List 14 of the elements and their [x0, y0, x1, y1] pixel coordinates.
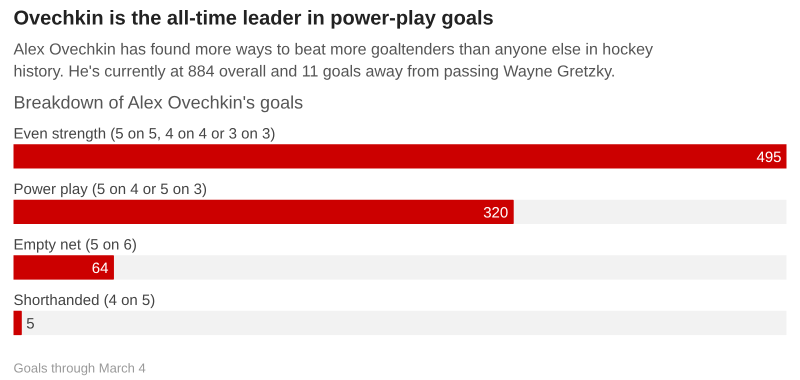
chart-title: Ovechkin is the all-time leader in power-play goals — [14, 8, 494, 30]
data-label: 320 — [483, 204, 508, 222]
data-label: 5 — [26, 315, 35, 332]
data-label: 64 — [92, 260, 108, 277]
y-tick-label: Empty net (5 on 6) — [14, 236, 137, 254]
y-tick-label: Even strength (5 on 5, 4 on 4 or 3 on 3) — [14, 126, 276, 143]
y-tick-label: Power play (5 on 4 or 5 on 3) — [14, 181, 207, 198]
annotation: Breakdown of Alex Ovechkin's goals — [14, 92, 304, 112]
y-tick-label: Shorthanded (4 on 5) — [14, 292, 156, 310]
text: Goals through March 4 — [14, 360, 146, 376]
bar — [14, 255, 114, 280]
bar — [14, 310, 22, 336]
chart-subtitle: Alex Ovechkin has found more ways to beat more goaltenders than anyone else in hockey history. He's currently at 884 overall and 11 goals away from passing Wayne Gretzky. — [14, 41, 653, 80]
data-label: 495 — [756, 148, 782, 166]
